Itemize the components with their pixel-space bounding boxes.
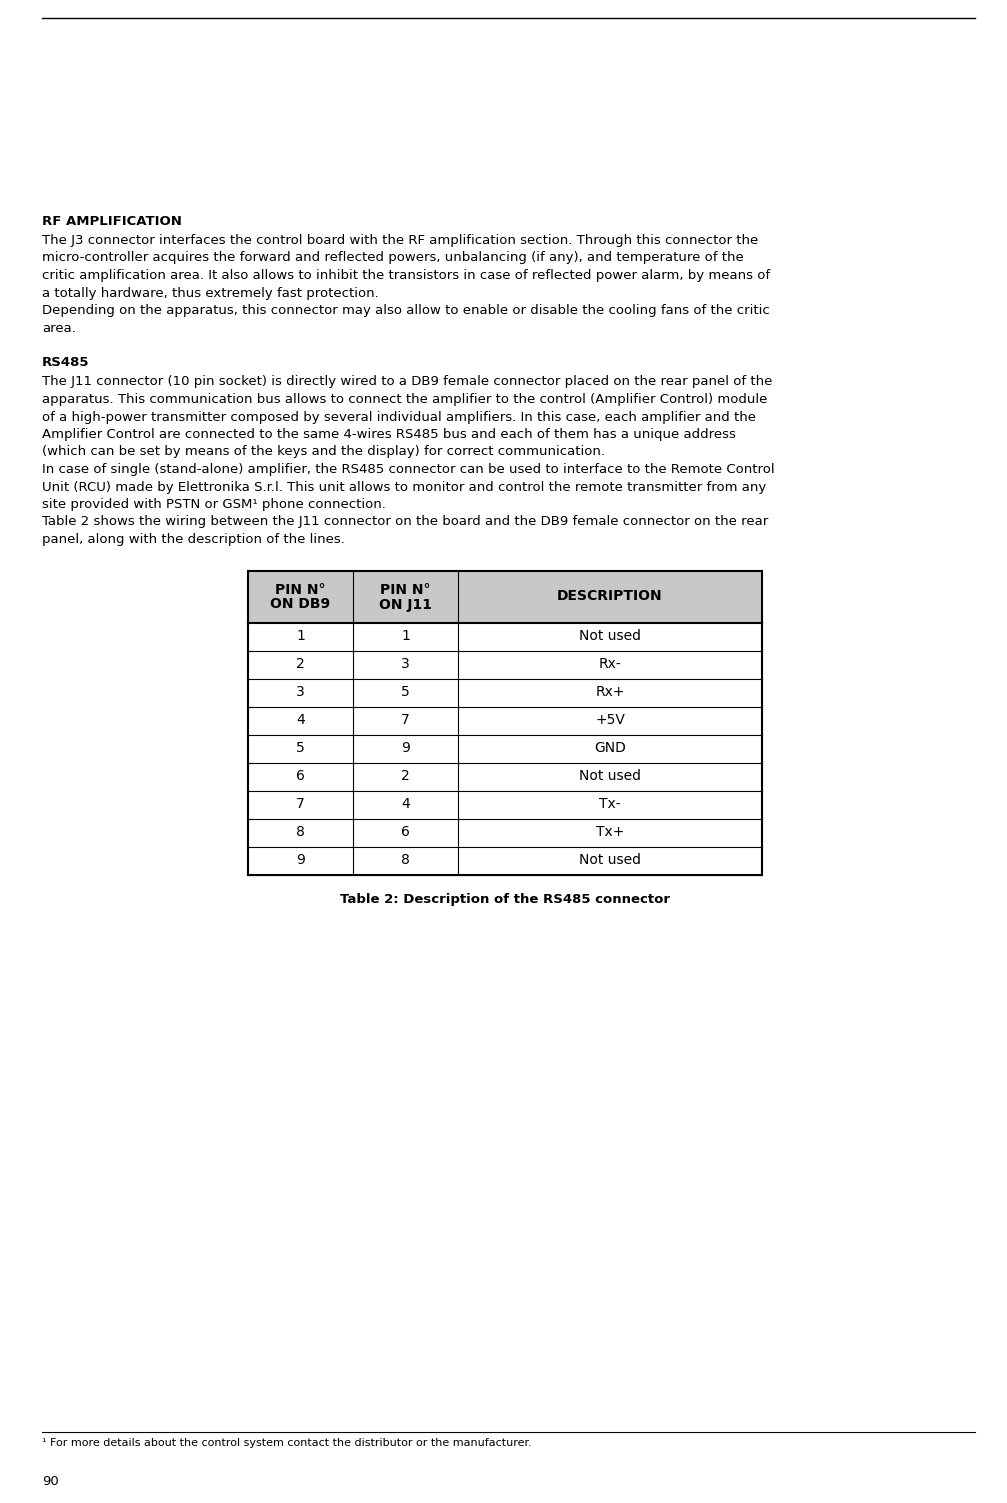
Text: ON J11: ON J11 (379, 598, 432, 612)
Text: The J11 connector (10 pin socket) is directly wired to a DB9 female connector pl: The J11 connector (10 pin socket) is dir… (42, 376, 772, 388)
Text: Unit (RCU) made by Elettronika S.r.l. This unit allows to monitor and control th: Unit (RCU) made by Elettronika S.r.l. Th… (42, 481, 766, 493)
Text: Amplifier Control are connected to the same 4-wires RS485 bus and each of them h: Amplifier Control are connected to the s… (42, 428, 736, 440)
Text: 3: 3 (401, 657, 410, 672)
Text: Rx-: Rx- (598, 657, 621, 672)
Text: (which can be set by means of the keys and the display) for correct communicatio: (which can be set by means of the keys a… (42, 445, 605, 458)
Text: a totally hardware, thus extremely fast protection.: a totally hardware, thus extremely fast … (42, 287, 379, 299)
Bar (248, 651, 762, 678)
Text: Tx-: Tx- (599, 798, 620, 812)
Text: apparatus. This communication bus allows to connect the amplifier to the control: apparatus. This communication bus allows… (42, 392, 767, 406)
Text: 5: 5 (401, 685, 410, 699)
Bar (248, 622, 762, 651)
Text: micro-controller acquires the forward and reflected powers, unbalancing (if any): micro-controller acquires the forward an… (42, 251, 744, 265)
Text: The J3 connector interfaces the control board with the RF amplification section.: The J3 connector interfaces the control … (42, 234, 758, 246)
Text: 7: 7 (401, 714, 410, 727)
Text: Table 2: Description of the RS485 connector: Table 2: Description of the RS485 connec… (340, 893, 670, 905)
Text: 1: 1 (401, 630, 410, 643)
Text: 4: 4 (401, 798, 410, 812)
Text: Tx+: Tx+ (596, 825, 624, 840)
Text: 8: 8 (401, 854, 410, 867)
Bar (248, 791, 762, 819)
Bar (248, 706, 762, 735)
Text: GND: GND (594, 741, 626, 756)
Text: 5: 5 (296, 741, 305, 756)
Text: 7: 7 (296, 798, 305, 812)
Text: ON DB9: ON DB9 (271, 598, 330, 612)
Text: RS485: RS485 (42, 356, 90, 370)
Bar (248, 846, 762, 875)
Bar (248, 571, 762, 622)
Text: 9: 9 (296, 854, 305, 867)
Bar (248, 678, 762, 706)
Text: In case of single (stand-alone) amplifier, the RS485 connector can be used to in: In case of single (stand-alone) amplifie… (42, 463, 774, 476)
Text: critic amplification area. It also allows to inhibit the transistors in case of : critic amplification area. It also allow… (42, 269, 770, 283)
Text: PIN N°: PIN N° (381, 583, 431, 597)
Bar (248, 819, 762, 846)
Text: PIN N°: PIN N° (275, 583, 325, 597)
Text: Not used: Not used (579, 630, 641, 643)
Text: site provided with PSTN or GSM¹ phone connection.: site provided with PSTN or GSM¹ phone co… (42, 497, 386, 511)
Text: 2: 2 (401, 770, 410, 783)
Text: DESCRIPTION: DESCRIPTION (557, 589, 663, 604)
Bar (248, 735, 762, 762)
Text: of a high-power transmitter composed by several individual amplifiers. In this c: of a high-power transmitter composed by … (42, 410, 756, 424)
Text: 1: 1 (296, 630, 305, 643)
Text: 9: 9 (401, 741, 410, 756)
Text: area.: area. (42, 322, 76, 335)
Text: Not used: Not used (579, 770, 641, 783)
Text: ¹ For more details about the control system contact the distributor or the manuf: ¹ For more details about the control sys… (42, 1438, 532, 1447)
Text: Rx+: Rx+ (595, 685, 624, 699)
Bar (248, 762, 762, 791)
Text: +5V: +5V (595, 714, 625, 727)
Text: 8: 8 (296, 825, 305, 840)
Text: Table 2 shows the wiring between the J11 connector on the board and the DB9 fema: Table 2 shows the wiring between the J11… (42, 516, 768, 529)
Text: 3: 3 (296, 685, 305, 699)
Text: 6: 6 (401, 825, 410, 840)
Text: Depending on the apparatus, this connector may also allow to enable or disable t: Depending on the apparatus, this connect… (42, 304, 769, 317)
Text: 6: 6 (296, 770, 305, 783)
Text: Not used: Not used (579, 854, 641, 867)
Text: 4: 4 (296, 714, 305, 727)
Text: panel, along with the description of the lines.: panel, along with the description of the… (42, 534, 344, 546)
Text: RF AMPLIFICATION: RF AMPLIFICATION (42, 215, 182, 228)
Text: 2: 2 (296, 657, 305, 672)
Text: 90: 90 (42, 1474, 58, 1488)
